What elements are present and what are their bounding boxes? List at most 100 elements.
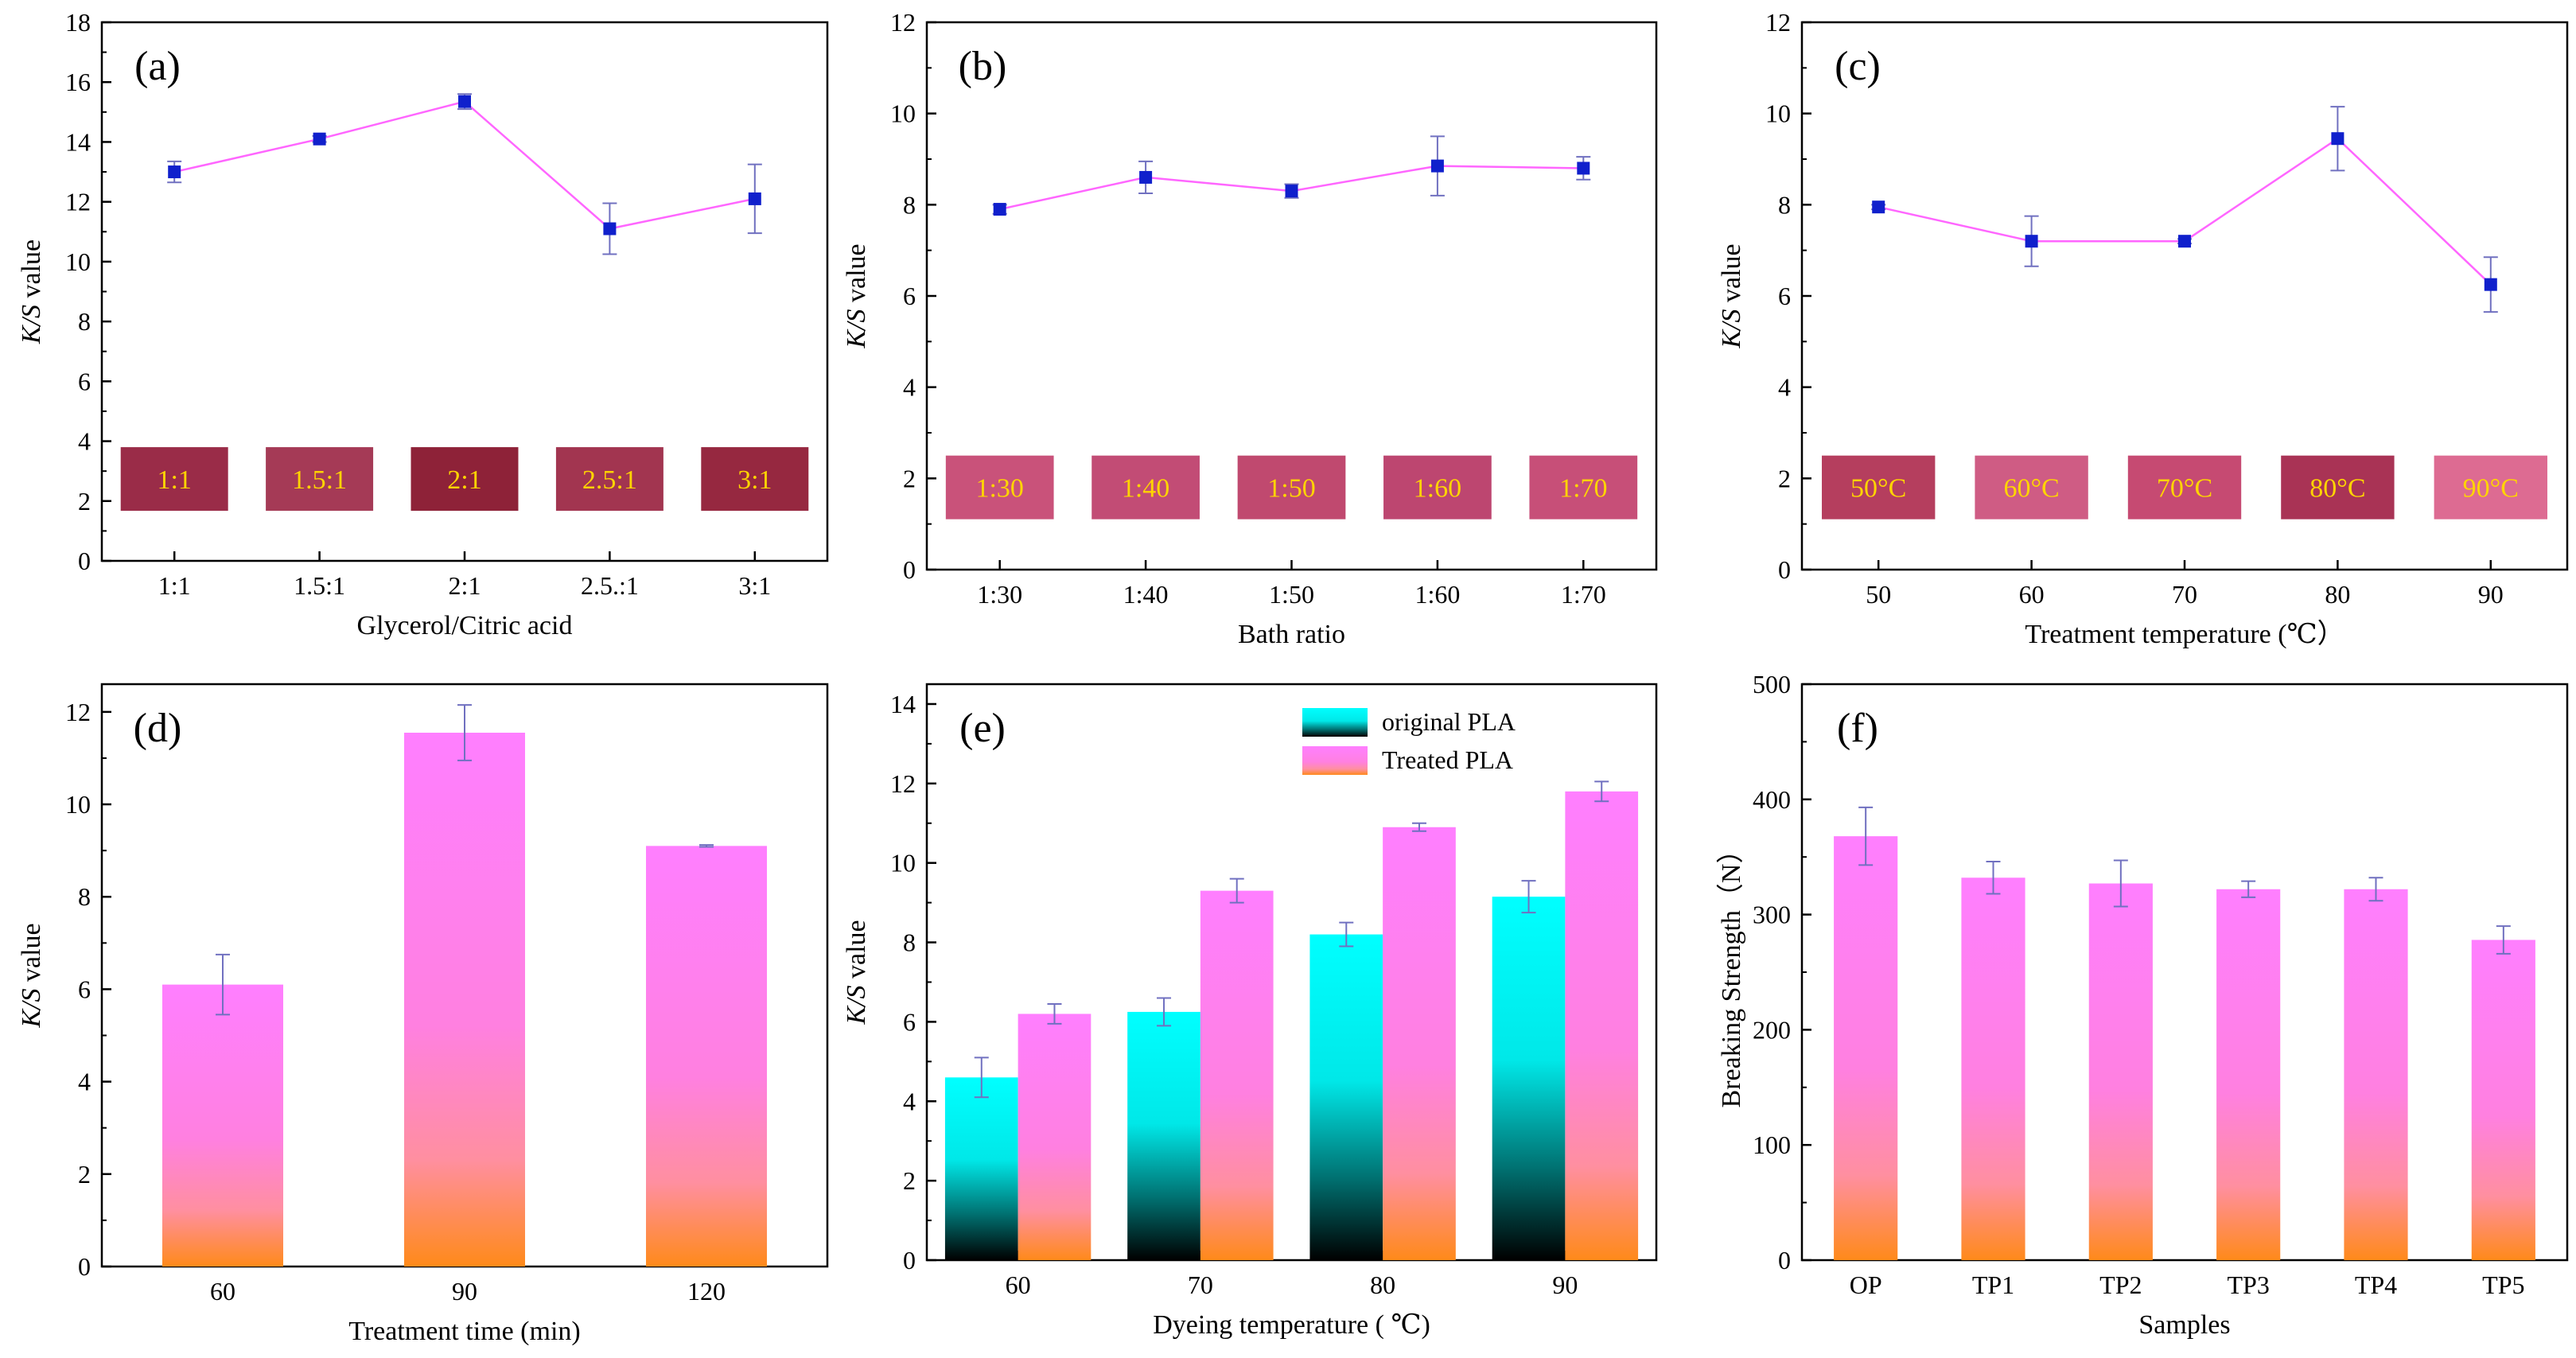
- x-tick-label: 60: [1006, 1270, 1031, 1299]
- color-swatch: [1383, 455, 1492, 519]
- x-tick-label: 2.5.:1: [581, 571, 639, 600]
- x-axis-label: Samples: [2138, 1310, 2230, 1340]
- panel-label: (a): [134, 44, 181, 89]
- y-axis-label-text: value: [1717, 243, 1746, 309]
- data-point: [748, 192, 761, 205]
- y-tick-label: 10: [65, 247, 91, 276]
- x-tick-label: 1:60: [1414, 580, 1460, 609]
- panel-b: 0 2 4 6 8 10 12 1:30 1:40 1:50 1:60 1:70 Bath ratio K…: [842, 8, 1658, 649]
- panel-label: (b): [959, 44, 1007, 89]
- x-tick-label: TP1: [1972, 1270, 2014, 1299]
- data-point: [603, 222, 617, 235]
- data-point: [313, 132, 326, 146]
- data-point: [168, 165, 181, 179]
- legend-swatch: [1302, 708, 1368, 737]
- panel-d: 0 2 4 6 8 10 12 60 90 120 Treatment time (min) K/S …: [17, 683, 829, 1346]
- x-tick-label: TP5: [2482, 1270, 2524, 1299]
- y-tick-label: 6: [1778, 282, 1791, 310]
- swatch-label: 90°C: [2463, 474, 2519, 504]
- panel-c: 0 2 4 6 8 10 12 50 60 70 80 90 Treatment temperature…: [1717, 8, 2569, 649]
- y-tick-label: 14: [890, 690, 916, 718]
- color-swatch: [2281, 455, 2395, 519]
- x-tick-label: 1:40: [1123, 580, 1169, 609]
- x-tick-label: 90: [2478, 580, 2504, 609]
- y-tick-label: 10: [890, 849, 916, 877]
- swatch-label: 1:70: [1559, 474, 1607, 504]
- x-tick-label: 60: [2019, 580, 2045, 609]
- y-axis-label-text: value: [17, 923, 46, 988]
- y-tick-label: 16: [65, 68, 91, 96]
- x-axis-label: Treatment temperature (℃）: [2025, 619, 2344, 649]
- bar: [1961, 877, 2025, 1260]
- x-tick-label: TP2: [2099, 1270, 2142, 1299]
- x-tick-label: 120: [687, 1277, 726, 1305]
- y-axis-label-text: value: [17, 239, 46, 305]
- color-swatch: [555, 447, 663, 512]
- data-point: [458, 95, 471, 108]
- bar: [2088, 883, 2153, 1260]
- swatch-label: 2:1: [447, 465, 481, 495]
- y-tick-label: 100: [1753, 1130, 1791, 1159]
- x-tick-label: 1:30: [977, 580, 1022, 609]
- bar-treated: [1200, 890, 1274, 1260]
- color-swatch: [1975, 455, 2088, 519]
- y-tick-label: 300: [1753, 901, 1791, 929]
- y-tick-label: 4: [78, 1068, 91, 1096]
- y-tick-label: 12: [1765, 8, 1791, 37]
- y-axis-label: K/S value: [17, 923, 46, 1028]
- plot-frame: [1800, 683, 2569, 1262]
- y-axis-label-italic: K/S: [17, 305, 46, 344]
- swatch-label: 3:1: [737, 465, 772, 495]
- y-tick-label: 14: [65, 127, 91, 156]
- swatch-label: 80°C: [2309, 474, 2365, 504]
- x-axis-label: Bath ratio: [1238, 620, 1345, 649]
- color-swatch: [945, 455, 1054, 519]
- y-tick-label: 8: [1778, 190, 1791, 219]
- color-swatch: [1822, 455, 1936, 519]
- x-tick-label: 1:1: [158, 571, 191, 600]
- panel-e: 0 2 4 6 8 10 12 14 60 70 80 90 Dyeing temperature ( …: [842, 683, 1658, 1340]
- bar: [1834, 836, 1898, 1260]
- x-tick-label: TP3: [2227, 1270, 2269, 1299]
- y-axis-label-italic: K/S: [842, 309, 871, 349]
- y-axis-label-italic: K/S: [1717, 309, 1746, 349]
- y-tick-label: 0: [903, 1246, 916, 1274]
- y-tick-label: 18: [65, 8, 91, 37]
- x-tick-label: 50: [1866, 580, 1891, 609]
- color-swatch: [2127, 455, 2242, 519]
- y-tick-label: 2: [1778, 464, 1791, 492]
- y-tick-label: 6: [78, 975, 91, 1003]
- x-tick-label: 3:1: [738, 571, 771, 600]
- x-tick-label: 2:1: [449, 571, 481, 600]
- y-tick-label: 2: [903, 1166, 916, 1195]
- y-axis-label-text: value: [842, 243, 871, 309]
- data-point: [1577, 161, 1590, 175]
- y-tick-label: 500: [1753, 670, 1791, 698]
- bar-original: [1492, 897, 1566, 1260]
- swatch-label: 2.5:1: [582, 465, 637, 495]
- color-swatch: [411, 447, 519, 512]
- x-tick-label: OP: [1850, 1270, 1882, 1299]
- y-tick-label: 4: [903, 373, 916, 402]
- swatch-label: 1.5:1: [292, 465, 347, 495]
- color-swatch: [1529, 455, 1638, 519]
- bar: [2471, 940, 2535, 1260]
- bar: [2216, 889, 2281, 1260]
- y-tick-label: 0: [78, 547, 91, 575]
- y-tick-label: 12: [890, 769, 916, 798]
- swatch-label: 60°C: [2003, 474, 2059, 504]
- bar: [2344, 889, 2408, 1260]
- y-axis-label: K/S value: [1717, 243, 1746, 348]
- data-point: [1430, 159, 1444, 173]
- x-tick-label: 90: [1552, 1270, 1578, 1299]
- y-tick-label: 12: [65, 698, 91, 726]
- x-tick-label: 80: [2325, 580, 2350, 609]
- x-tick-label: 1:70: [1561, 580, 1606, 609]
- legend-label: Treated PLA: [1382, 745, 1513, 774]
- bar-treated: [1018, 1014, 1091, 1260]
- color-swatch: [1237, 455, 1346, 519]
- y-tick-label: 400: [1753, 785, 1791, 814]
- y-tick-label: 2: [903, 464, 916, 492]
- y-axis-label-italic: K/S: [842, 986, 871, 1025]
- y-tick-label: 4: [1778, 373, 1791, 402]
